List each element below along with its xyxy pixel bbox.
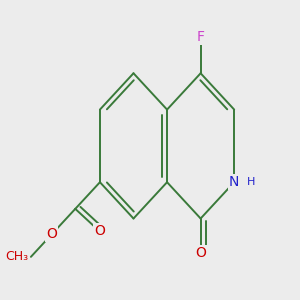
Text: O: O xyxy=(94,224,105,238)
Text: N: N xyxy=(229,175,239,189)
Text: F: F xyxy=(196,30,205,44)
Text: O: O xyxy=(46,227,57,241)
Text: CH₃: CH₃ xyxy=(5,250,28,263)
Text: O: O xyxy=(195,246,206,260)
Text: H: H xyxy=(247,177,255,187)
